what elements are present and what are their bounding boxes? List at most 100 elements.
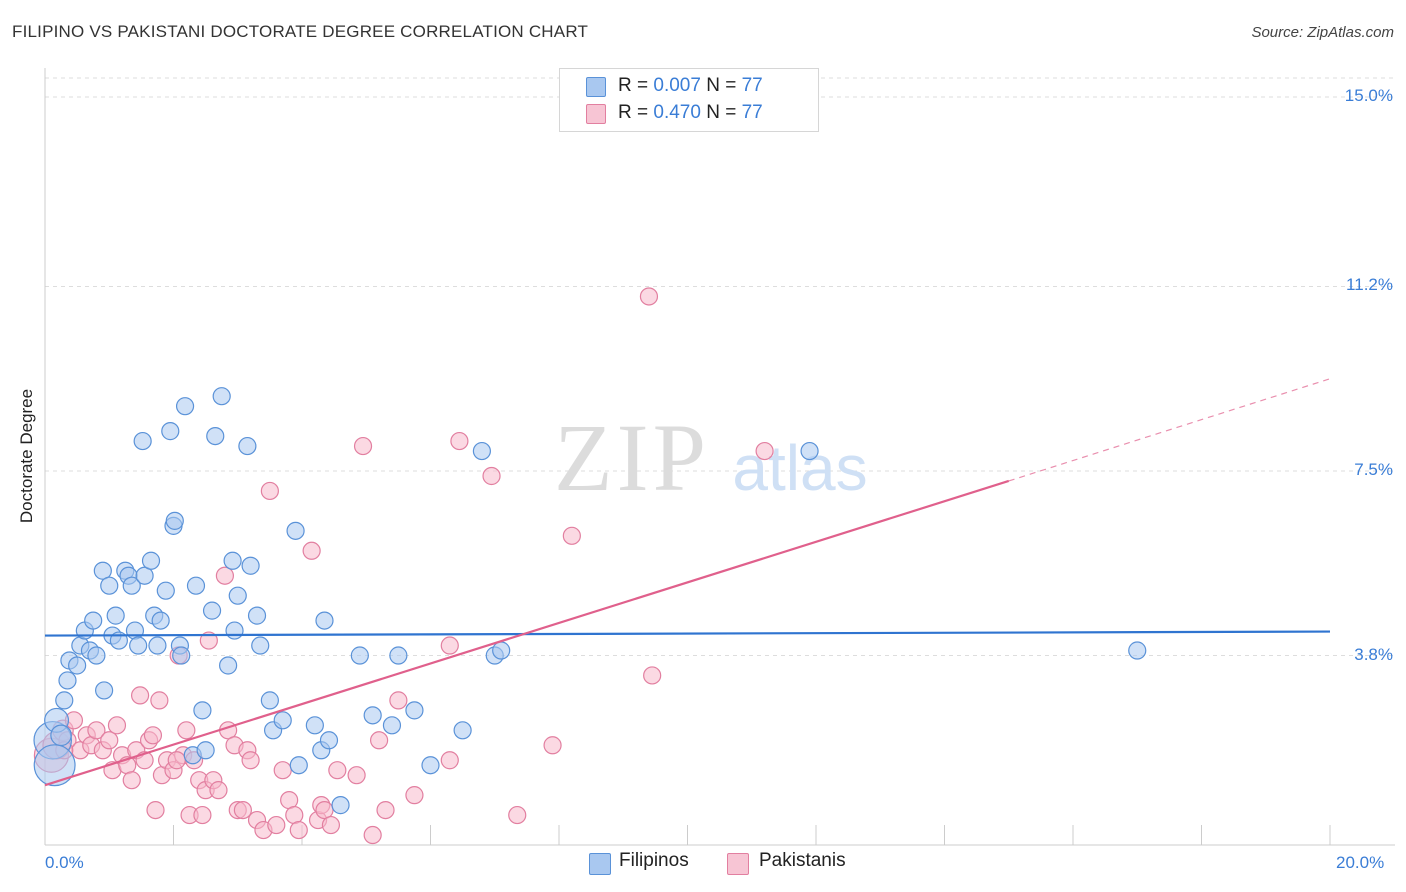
- pakistanis-point-28: [177, 721, 196, 740]
- filipinos-point-5: [58, 671, 77, 690]
- filipinos-point-49: [241, 556, 260, 575]
- filipinos-point-67: [421, 756, 440, 775]
- filipinos-point-11: [84, 611, 103, 630]
- pakistanis-point-59: [363, 825, 382, 845]
- pakistanis-point-63: [405, 786, 424, 805]
- pakistanis-point-36: [209, 781, 228, 800]
- filipinos-point-12: [87, 646, 106, 665]
- pakistanis-point-56: [328, 761, 347, 780]
- watermark-atlas: atlas: [732, 432, 867, 504]
- filipinos-point-57: [305, 716, 324, 735]
- pakistanis-point-57: [347, 766, 366, 785]
- filipinos-point-21: [122, 576, 141, 595]
- filipinos-point-36: [175, 397, 195, 416]
- pakistanis-point-73: [440, 751, 459, 770]
- pakistanis-point-21: [146, 800, 165, 820]
- filipinos-point-55: [286, 521, 305, 540]
- pakistanis-point-8: [87, 721, 106, 740]
- filipinos-point-42: [206, 426, 225, 446]
- filipinos-point-33: [165, 511, 184, 530]
- axes-layer: [44, 68, 1395, 846]
- filipinos-point-61: [331, 796, 350, 815]
- legend-text-pakistanis: R = 0.470 N = 77: [618, 102, 763, 123]
- pakistanis-point-66: [482, 466, 501, 486]
- filipinos-point-17: [106, 606, 125, 625]
- filipinos-point-46: [225, 621, 244, 640]
- filipinos-point-56: [289, 756, 308, 775]
- filipinos-point-40: [196, 741, 215, 760]
- filipinos-point-3: [50, 724, 72, 747]
- pakistanis-point-20: [143, 726, 163, 745]
- x-tick-label-min: 0.0%: [45, 853, 84, 872]
- pakistanis-point-10: [100, 731, 119, 750]
- filipinos-point-7: [68, 656, 87, 675]
- filipinos-point-31: [161, 422, 180, 441]
- stats-legend: R = 0.007 N = 77 R = 0.470 N = 77: [559, 68, 819, 132]
- filipinos-point-26: [141, 551, 161, 570]
- filipinos-point-51: [251, 636, 270, 655]
- filipinos-point-62: [350, 646, 369, 665]
- filipinos-point-29: [151, 611, 170, 630]
- pakistanis-trend-line: [44, 479, 1010, 787]
- pakistanis-point-55: [321, 815, 341, 835]
- pakistanis-point-62: [389, 691, 408, 710]
- pakistanis-point-17: [130, 686, 150, 705]
- y-tick-label-2: 11.2%: [1346, 275, 1393, 295]
- filipinos-point-52: [260, 691, 279, 710]
- y-axis-label: Doctorate Degree: [17, 388, 36, 524]
- pakistanis-point-46: [267, 815, 286, 835]
- filipinos-point-68: [453, 721, 472, 740]
- pakistanis-point-72: [755, 441, 774, 461]
- pakistanis-point-22: [150, 691, 169, 710]
- pakistanis-point-71: [643, 666, 662, 685]
- pakistanis-point-67: [508, 805, 527, 825]
- pakistanis-point-50: [289, 820, 308, 840]
- trend-lines: [44, 378, 1331, 787]
- filipinos-point-30: [156, 581, 175, 600]
- pakistanis-point-12: [107, 716, 127, 735]
- pakistanis-point-65: [450, 431, 469, 451]
- filipinos-point-72: [800, 441, 819, 461]
- pakistanis-point-34: [199, 631, 218, 650]
- legend-swatch-blue: [586, 77, 606, 97]
- pakistanis-point-60: [370, 731, 389, 750]
- filipinos-points: [33, 387, 1147, 815]
- filipinos-point-39: [193, 701, 212, 720]
- filipinos-point-47: [228, 586, 247, 605]
- filipinos-point-24: [133, 431, 152, 451]
- filipinos-point-28: [148, 636, 167, 655]
- pakistanis-point-15: [122, 771, 141, 790]
- bottom-legend-pakistanis: Pakistanis: [759, 850, 846, 871]
- filipinos-point-65: [389, 646, 408, 665]
- filipinos-point-15: [100, 576, 119, 595]
- filipinos-point-64: [382, 716, 402, 735]
- filipinos-point-43: [212, 387, 231, 406]
- pakistanis-point-70: [639, 287, 659, 306]
- watermark: ZIP atlas: [554, 404, 868, 511]
- filipinos-point-38: [186, 576, 206, 595]
- watermark-zip: ZIP: [554, 404, 710, 511]
- pakistanis-point-58: [353, 436, 373, 456]
- pakistanis-point-69: [562, 526, 581, 545]
- pakistanis-trend-extension: [1008, 378, 1331, 482]
- y-tick-label-0: 3.8%: [1354, 644, 1393, 664]
- filipinos-point-71: [492, 641, 511, 660]
- filipinos-point-41: [202, 601, 222, 620]
- pakistanis-point-61: [376, 800, 395, 820]
- filipinos-point-45: [223, 551, 242, 570]
- bottom-legend-swatch-filipinos: [589, 853, 611, 875]
- filipinos-point-23: [129, 636, 148, 655]
- chart-title: FILIPINO VS PAKISTANI DOCTORATE DEGREE C…: [12, 22, 589, 41]
- pakistanis-point-47: [273, 761, 292, 780]
- pakistanis-point-32: [193, 805, 212, 825]
- pakistanis-point-75: [167, 751, 186, 770]
- filipinos-point-73: [1128, 641, 1147, 660]
- pakistanis-point-68: [543, 736, 562, 755]
- pakistanis-point-74: [241, 751, 260, 770]
- filipinos-point-25: [135, 566, 154, 585]
- filipinos-point-35: [172, 646, 191, 665]
- filipinos-point-54: [273, 711, 292, 730]
- filipinos-point-14: [95, 681, 114, 700]
- source-label: Source: ZipAtlas.com: [1251, 24, 1394, 41]
